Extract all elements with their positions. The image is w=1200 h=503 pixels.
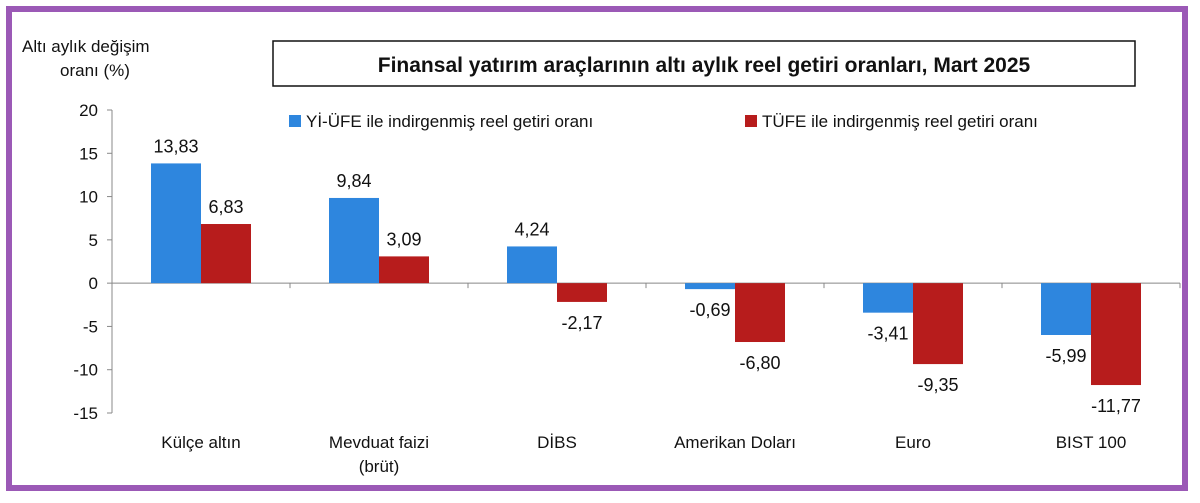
category-label: Mevduat faizi [329, 433, 429, 452]
bar-series-1 [507, 246, 557, 284]
category-label: Amerikan Doları [674, 433, 796, 452]
bar-series-2 [201, 224, 251, 284]
legend-swatch-series-1 [289, 115, 301, 127]
data-label-series-1: 4,24 [514, 219, 549, 239]
legend-swatch-series-2 [745, 115, 757, 127]
bar-series-1 [329, 197, 379, 284]
data-label-series-2: 6,83 [208, 197, 243, 217]
legend-label-series-1: Yİ-ÜFE ile indirgenmiş reel getiri oranı [306, 112, 593, 131]
data-label-series-1: 13,83 [153, 136, 198, 156]
chart-title-box [272, 40, 1136, 87]
bar-series-2 [913, 283, 963, 365]
y-axis-title-line-1: Altı aylık değişim [22, 37, 150, 56]
y-tick-label: 5 [89, 231, 98, 250]
bar-series-2 [735, 283, 785, 343]
data-label-series-2: -6,80 [739, 353, 780, 373]
category-label: DİBS [537, 433, 577, 452]
bar-series-1 [863, 283, 913, 313]
category-label: Külçe altın [161, 433, 240, 452]
bar-series-2 [557, 283, 607, 302]
y-tick-label: -10 [73, 361, 98, 380]
chart-title: Finansal yatırım araçlarının altı aylık … [378, 54, 1031, 77]
y-tick-label: 0 [89, 274, 98, 293]
legend: Yİ-ÜFE ile indirgenmiş reel getiri oranı… [289, 112, 1038, 131]
category-labels: Külçe altın Mevduat faizi (brüt) DİBS Amerik… [161, 433, 1126, 476]
legend-label-series-2: TÜFE ile indirgenmiş reel getiri oranı [762, 112, 1038, 131]
category-label: (brüt) [359, 457, 400, 476]
category-label: Euro [895, 433, 931, 452]
data-label-series-2: -9,35 [917, 375, 958, 395]
bar-series-1 [151, 163, 201, 284]
data-label-series-2: 3,09 [386, 229, 421, 249]
axes: 20 15 10 5 0 -5 -10 -15 [73, 101, 1181, 423]
y-tick-label: 20 [79, 101, 98, 120]
data-label-series-1: -0,69 [689, 300, 730, 320]
y-tick-label: 15 [79, 144, 98, 163]
bar-series-2 [1091, 283, 1141, 386]
bars [151, 163, 1141, 386]
bar-series-2 [379, 256, 429, 284]
y-axis-title: Altı aylık değişim oranı (%) [22, 37, 150, 80]
bar-series-1 [685, 283, 735, 290]
data-label-series-2: -11,77 [1091, 396, 1141, 416]
data-label-series-2: -2,17 [561, 313, 602, 333]
y-axis-title-line-2: oranı (%) [60, 61, 130, 80]
category-label: BIST 100 [1056, 433, 1127, 452]
y-tick-label: -5 [83, 317, 98, 336]
bar-series-1 [1041, 283, 1091, 335]
data-label-series-1: -3,41 [867, 324, 908, 344]
value-labels: 13,83 6,83 9,84 3,09 4,24 -2,17 -0,69 -6,80 -3,4… [153, 136, 1140, 416]
y-tick-label: -15 [73, 404, 98, 423]
data-label-series-1: 9,84 [336, 171, 371, 191]
y-tick-label: 10 [79, 188, 98, 207]
data-label-series-1: -5,99 [1045, 346, 1086, 366]
